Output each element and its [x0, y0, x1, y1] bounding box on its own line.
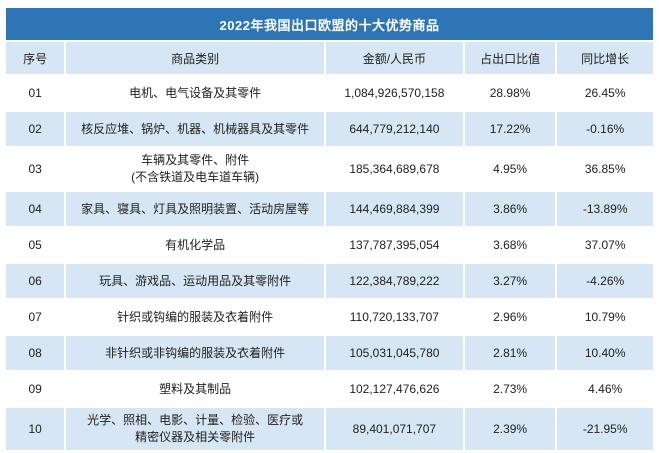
cell-amount: 137,787,395,054	[325, 228, 463, 262]
cell-yoy: 26.45%	[557, 76, 653, 110]
table-row: 04 家具、寝具、灯具及照明装置、活动房屋等 144,469,884,399 3.86…	[6, 192, 653, 226]
cell-no: 01	[6, 76, 65, 110]
table-row: 01 电机、电气设备及其零件 1,084,926,570,158 28.98% 26.4…	[6, 76, 653, 110]
table-head: 2022年我国出口欧盟的十大优势商品 序号 商品类别 金额/人民币 占出口比值 …	[6, 8, 653, 74]
cell-no: 09	[6, 372, 65, 406]
table-row: 10 光学、照相、电影、计量、检验、医疗或 精密仪器及相关零附件 89,401,07…	[6, 408, 653, 450]
cell-share: 17.22%	[464, 112, 556, 146]
cell-amount: 144,469,884,399	[325, 192, 463, 226]
cell-amount: 185,364,689,678	[325, 148, 463, 190]
commodities-table: 2022年我国出口欧盟的十大优势商品 序号 商品类别 金额/人民币 占出口比值 …	[4, 6, 655, 452]
cell-no: 02	[6, 112, 65, 146]
cell-category: 核反应堆、锅炉、机器、机械器具及其零件	[66, 112, 324, 146]
cell-category: 车辆及其零件、附件 (不含铁道及电车道车辆)	[66, 148, 324, 190]
cell-share: 4.95%	[464, 148, 556, 190]
cell-amount: 89,401,071,707	[325, 408, 463, 450]
cell-category: 电机、电气设备及其零件	[66, 76, 324, 110]
cell-category: 有机化学品	[66, 228, 324, 262]
cell-yoy: 10.40%	[557, 336, 653, 370]
header-row: 序号 商品类别 金额/人民币 占出口比值 同比增长	[6, 42, 653, 74]
cell-category: 非针织或非钩编的服装及衣着附件	[66, 336, 324, 370]
cell-yoy: -21.95%	[557, 408, 653, 450]
cell-yoy: 10.79%	[557, 300, 653, 334]
cell-no: 03	[6, 148, 65, 190]
column-header-yoy: 同比增长	[557, 42, 653, 74]
table-row: 03 车辆及其零件、附件 (不含铁道及电车道车辆) 185,364,689,678 4…	[6, 148, 653, 190]
cell-share: 3.68%	[464, 228, 556, 262]
column-header-no: 序号	[6, 42, 65, 74]
cell-share: 2.96%	[464, 300, 556, 334]
cell-yoy: -0.16%	[557, 112, 653, 146]
cell-no: 05	[6, 228, 65, 262]
cell-share: 3.86%	[464, 192, 556, 226]
cell-amount: 1,084,926,570,158	[325, 76, 463, 110]
column-header-category: 商品类别	[66, 42, 324, 74]
cell-yoy: 4.46%	[557, 372, 653, 406]
cell-no: 07	[6, 300, 65, 334]
cell-share: 28.98%	[464, 76, 556, 110]
table-row: 09 塑料及其制品 102,127,476,626 2.73% 4.46%	[6, 372, 653, 406]
cell-yoy: -4.26%	[557, 264, 653, 298]
cell-share: 2.39%	[464, 408, 556, 450]
table-row: 06 玩具、游戏品、运动用品及其零附件 122,384,789,222 3.27% -4…	[6, 264, 653, 298]
cell-share: 2.81%	[464, 336, 556, 370]
table-row: 08 非针织或非钩编的服装及衣着附件 105,031,045,780 2.81% 10.…	[6, 336, 653, 370]
cell-share: 2.73%	[464, 372, 556, 406]
column-header-amount: 金额/人民币	[325, 42, 463, 74]
cell-category: 针织或钩编的服装及衣着附件	[66, 300, 324, 334]
cell-amount: 105,031,045,780	[325, 336, 463, 370]
cell-no: 06	[6, 264, 65, 298]
column-header-share: 占出口比值	[464, 42, 556, 74]
cell-yoy: 37.07%	[557, 228, 653, 262]
table-row: 07 针织或钩编的服装及衣着附件 110,720,133,707 2.96% 10.79…	[6, 300, 653, 334]
cell-category: 塑料及其制品	[66, 372, 324, 406]
cell-no: 04	[6, 192, 65, 226]
cell-yoy: 36.85%	[557, 148, 653, 190]
table-row: 05 有机化学品 137,787,395,054 3.68% 37.07%	[6, 228, 653, 262]
cell-amount: 102,127,476,626	[325, 372, 463, 406]
table-title: 2022年我国出口欧盟的十大优势商品	[6, 8, 653, 40]
cell-category: 玩具、游戏品、运动用品及其零附件	[66, 264, 324, 298]
cell-category: 家具、寝具、灯具及照明装置、活动房屋等	[66, 192, 324, 226]
cell-category: 光学、照相、电影、计量、检验、医疗或 精密仪器及相关零附件	[66, 408, 324, 450]
cell-yoy: -13.89%	[557, 192, 653, 226]
cell-share: 3.27%	[464, 264, 556, 298]
title-row: 2022年我国出口欧盟的十大优势商品	[6, 8, 653, 40]
table-row: 02 核反应堆、锅炉、机器、机械器具及其零件 644,779,212,140 17.2…	[6, 112, 653, 146]
cell-amount: 122,384,789,222	[325, 264, 463, 298]
table-body: 01 电机、电气设备及其零件 1,084,926,570,158 28.98% 26.4…	[6, 76, 653, 450]
cell-amount: 110,720,133,707	[325, 300, 463, 334]
cell-amount: 644,779,212,140	[325, 112, 463, 146]
cell-no: 08	[6, 336, 65, 370]
cell-no: 10	[6, 408, 65, 450]
